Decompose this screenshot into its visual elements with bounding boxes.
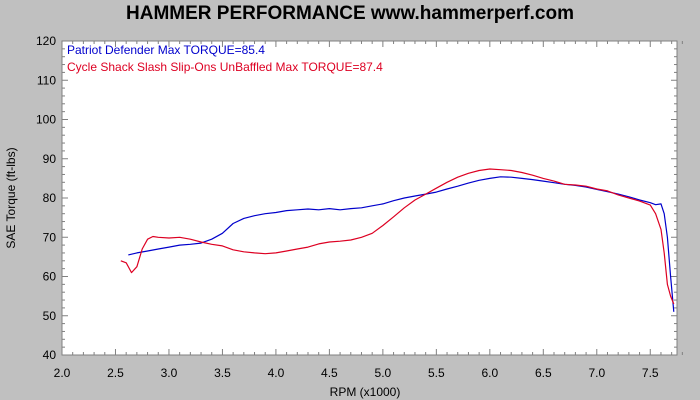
y-tick-label: 110: [37, 73, 56, 87]
y-tick-label: 90: [43, 152, 57, 166]
legend: Patriot Defender Max TORQUE=85.4 Cycle S…: [67, 43, 383, 74]
x-tick-label: 5.5: [428, 366, 445, 380]
y-tick-labels: 40 50 60 70 80 90 100 110 120: [36, 34, 56, 362]
x-tick-label: 3.5: [214, 366, 231, 380]
x-axis-title: RPM (x1000): [330, 385, 401, 399]
axis-ticks: [61, 40, 683, 356]
x-tick-label: 5.0: [375, 366, 392, 380]
x-tick-label: 3.0: [161, 366, 178, 380]
x-tick-labels: 2.0 2.5 3.0 3.5 4.0 4.5 5.0 5.5 6.0 6.5 7.0 7.5: [54, 366, 659, 380]
x-tick-label: 6.0: [481, 366, 498, 380]
x-tick-label: 4.0: [268, 366, 285, 380]
x-tick-label: 7.0: [588, 366, 605, 380]
y-tick-label: 100: [36, 113, 56, 127]
series-lines: [120, 168, 675, 312]
y-tick-label: 120: [36, 34, 56, 48]
y-tick-label: 50: [43, 309, 57, 323]
legend-entry-series-2: Cycle Shack Slash Slip-Ons UnBaffled Max…: [67, 60, 383, 74]
y-tick-label: 80: [43, 191, 57, 205]
x-tick-label: 6.5: [535, 366, 552, 380]
plot-area: [61, 40, 678, 356]
y-tick-label: 60: [43, 270, 57, 284]
x-tick-label: 2.5: [107, 366, 124, 380]
y-axis-title: SAE Torque (ft-lbs): [4, 147, 18, 248]
chart-title: HAMMER PERFORMANCE www.hammerperf.com: [126, 3, 574, 24]
x-tick-label: 7.5: [642, 366, 659, 380]
x-tick-label: 2.0: [54, 366, 71, 380]
y-tick-label: 70: [43, 230, 57, 244]
x-tick-label: 4.5: [321, 366, 338, 380]
legend-entry-series-1: Patriot Defender Max TORQUE=85.4: [67, 43, 265, 57]
y-tick-label: 40: [43, 348, 57, 362]
series-line-2: [120, 168, 675, 305]
